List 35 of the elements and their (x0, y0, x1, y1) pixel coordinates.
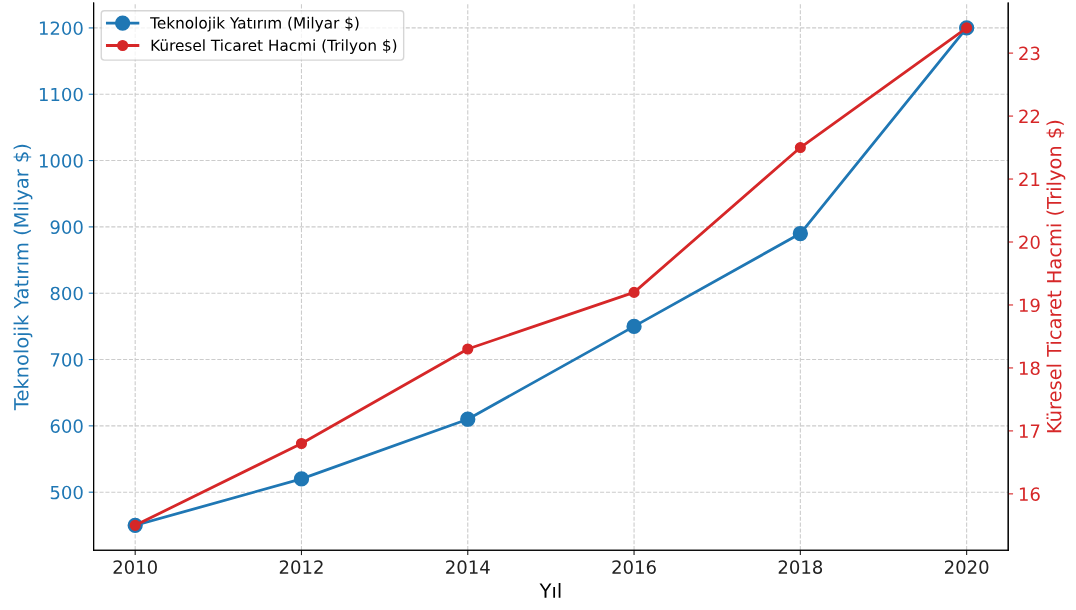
x-tick-label: 2010 (113, 560, 157, 574)
point (293, 471, 310, 487)
y-tick-label: 1100 (39, 87, 83, 102)
legend-label: Teknolojik Yatırım (Milyar $) (150, 16, 359, 32)
point (460, 411, 476, 427)
point (794, 141, 806, 154)
y-tick-label: 1000 (39, 154, 83, 168)
y-axis-title: Teknolojik Yatırım (Milyar $) (13, 144, 33, 411)
y2-tick-label: 20 (1019, 235, 1040, 250)
y2-tick-label: 23 (1019, 46, 1040, 61)
y2-tick-label: 19 (1019, 298, 1040, 313)
y-tick-label: 500 (50, 485, 83, 500)
point (628, 286, 640, 298)
y2-tick-label: 17 (1019, 424, 1040, 438)
y2-tick-label: 22 (1019, 109, 1040, 123)
y-tick-label: 1200 (39, 21, 83, 36)
y2-tick-label: 21 (1019, 172, 1040, 186)
point (462, 343, 474, 355)
y-tick-label: 800 (50, 286, 83, 301)
legend-label: Küresel Ticaret Hacmi (Trilyon $) (151, 39, 397, 55)
x-tick-label: 2012 (279, 560, 323, 574)
y2-tick-label: 18 (1019, 361, 1040, 376)
y-tick-label: 900 (50, 220, 83, 235)
y-tick-label: 600 (50, 419, 83, 433)
x-tick-label: 2020 (944, 560, 989, 574)
point (626, 318, 642, 335)
y2-axis-title: Küresel Ticaret Hacmi (Trilyon $) (1046, 120, 1066, 433)
y2-tick-label: 16 (1019, 487, 1040, 501)
x-tick-label: 2014 (446, 560, 490, 574)
point (792, 225, 808, 242)
y-tick-label: 700 (50, 353, 83, 367)
point (295, 437, 308, 450)
x-tick-label: 2016 (612, 560, 656, 574)
x-axis-title: Yıl (539, 582, 561, 598)
x-tick-label: 2018 (778, 560, 823, 574)
